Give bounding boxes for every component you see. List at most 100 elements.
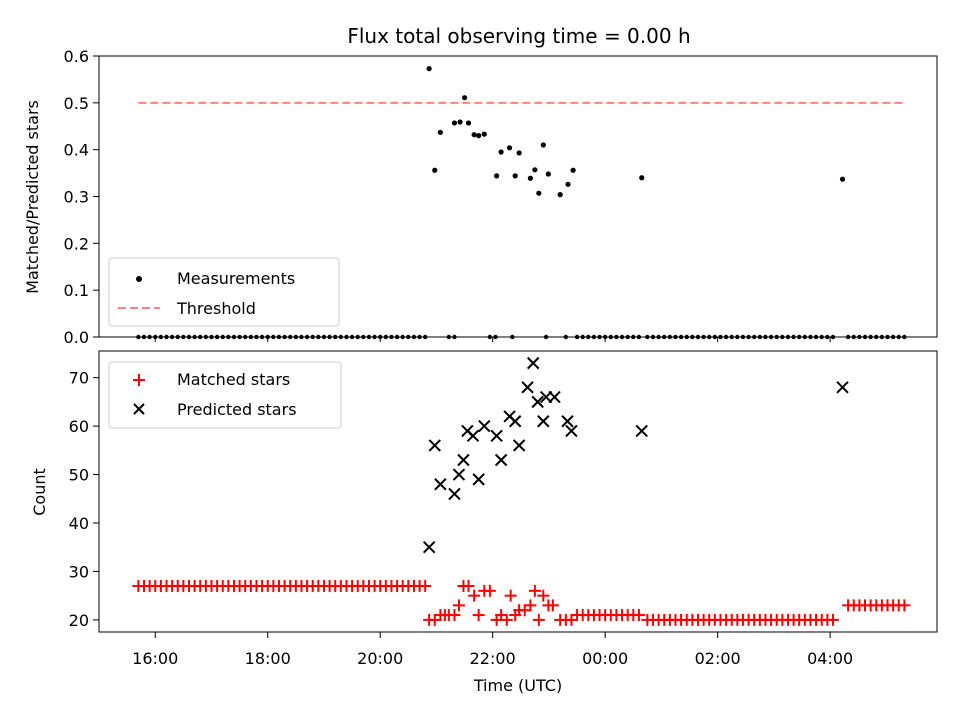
time-x-tick-label: 20:00 — [357, 649, 403, 668]
measurement-point — [570, 167, 576, 173]
matched-star-point — [419, 579, 432, 592]
measurement-point — [494, 173, 500, 179]
time-x-tick-label: 04:00 — [807, 649, 853, 668]
matched-star-point — [546, 599, 559, 612]
ratio-y-tick-label: 0.6 — [64, 47, 89, 66]
count-panel: 20 30 40 50 60 70 16:00 18:00 20:00 22:00 00:00 02… — [30, 337, 938, 695]
time-x-tick-label: 00:00 — [582, 649, 628, 668]
measurement-point — [545, 171, 551, 177]
matched-star-point — [528, 584, 541, 597]
measurement-point — [437, 129, 443, 135]
ratio-y-tick-label: 0.2 — [64, 234, 89, 253]
matched-star-point — [826, 613, 839, 626]
predicted-star-point — [512, 439, 526, 452]
predicted-star-point — [537, 415, 550, 428]
x-axis-label: Time (UTC) — [473, 676, 562, 695]
measurement-point — [451, 120, 458, 126]
count-y-tick-label: 20 — [69, 611, 89, 630]
matched-star-point — [448, 609, 461, 622]
matched-star-point — [472, 609, 485, 622]
ratio-legend-box — [108, 257, 340, 327]
measurement-point — [476, 133, 482, 139]
count-y-label: Count — [30, 468, 49, 516]
measurement-point — [457, 119, 463, 125]
ratio-y-tick-label: 0.5 — [64, 94, 89, 113]
measurement-point — [527, 175, 533, 181]
measurement-point — [432, 167, 438, 173]
predicted-star-point — [561, 415, 574, 428]
predicted-star-point — [490, 429, 503, 442]
measurement-point — [471, 132, 477, 138]
predicted-star-point — [422, 541, 436, 554]
predicted-star-point — [521, 381, 534, 394]
predicted-star-point — [508, 415, 522, 428]
measurement-point — [839, 176, 846, 182]
matched-star-point — [565, 613, 578, 626]
measurement-point — [506, 145, 513, 151]
matched-star-point — [898, 599, 911, 612]
predicted-star-point — [466, 429, 480, 442]
legend-measurements-label: Measurements — [177, 269, 295, 288]
matched-star-point — [537, 589, 550, 602]
matched-star-point — [468, 589, 481, 602]
measurement-point — [532, 167, 538, 173]
measurement-point — [639, 175, 645, 181]
count-y-tick-label: 40 — [69, 514, 89, 533]
matched-star-points — [132, 579, 911, 626]
matched-star-point — [483, 584, 496, 597]
predicted-star-point — [494, 453, 508, 467]
count-legend: Matched stars Predicted stars — [108, 361, 342, 429]
matched-star-point — [452, 599, 465, 612]
time-x-tick-label: 02:00 — [695, 649, 741, 668]
ratio-y-tick-label: 0.4 — [64, 141, 89, 160]
legend-predicted-label: Predicted stars — [177, 400, 297, 419]
matched-star-point — [532, 613, 545, 626]
measurement-points — [136, 66, 907, 340]
matched-star-point — [462, 579, 475, 592]
predicted-star-point — [635, 424, 648, 438]
predicted-star-point — [428, 439, 441, 452]
legend-measurements-marker — [136, 276, 142, 282]
predicted-star-point — [452, 468, 466, 481]
matched-star-point — [500, 613, 513, 626]
legend-matched-label: Matched stars — [177, 370, 290, 389]
measurement-point — [498, 149, 504, 155]
measurement-point — [426, 66, 432, 72]
predicted-star-point — [565, 424, 578, 438]
count-y-ticks: 20 30 40 50 60 70 — [69, 369, 99, 630]
legend-matched-marker — [133, 374, 145, 386]
count-y-tick-label: 30 — [69, 562, 89, 581]
count-y-tick-label: 60 — [69, 417, 89, 436]
ratio-axes-frame — [98, 55, 938, 338]
measurement-point — [512, 173, 518, 179]
measurement-point — [481, 131, 487, 137]
measurement-point — [565, 181, 571, 187]
matched-star-point — [504, 589, 517, 602]
measurement-point — [516, 150, 522, 156]
chart-title: Flux total observing time = 0.00 h — [347, 24, 690, 48]
predicted-star-point — [448, 487, 461, 501]
time-x-tick-label: 18:00 — [245, 649, 291, 668]
ratio-y-tick-label: 0.1 — [64, 281, 89, 300]
ratio-y-tick-label: 0.3 — [64, 188, 89, 207]
legend-predicted-marker — [133, 403, 145, 415]
ratio-y-label: Matched/Predicted stars — [23, 100, 42, 294]
measurement-point — [536, 190, 542, 196]
ratio-y-tick-label: 0.0 — [64, 328, 89, 347]
time-x-tick-label: 16:00 — [132, 649, 178, 668]
matched-star-point — [524, 599, 537, 612]
predicted-star-point — [478, 419, 491, 433]
legend-threshold-label: Threshold — [176, 299, 256, 318]
time-x-tick-label: 22:00 — [470, 649, 516, 668]
count-y-tick-label: 50 — [69, 466, 89, 485]
predicted-star-point — [526, 356, 540, 370]
measurement-point — [461, 95, 468, 101]
ratio-legend: Measurements Threshold — [108, 257, 340, 327]
predicted-star-point — [472, 473, 485, 486]
predicted-star-point — [836, 381, 849, 394]
matched-star-point — [632, 609, 645, 622]
time-x-ticks: 16:00 18:00 20:00 22:00 00:00 02:00 04:00 — [132, 337, 853, 668]
count-axes-frame — [98, 350, 938, 633]
predicted-star-point — [457, 453, 470, 467]
count-legend-box — [108, 361, 342, 429]
